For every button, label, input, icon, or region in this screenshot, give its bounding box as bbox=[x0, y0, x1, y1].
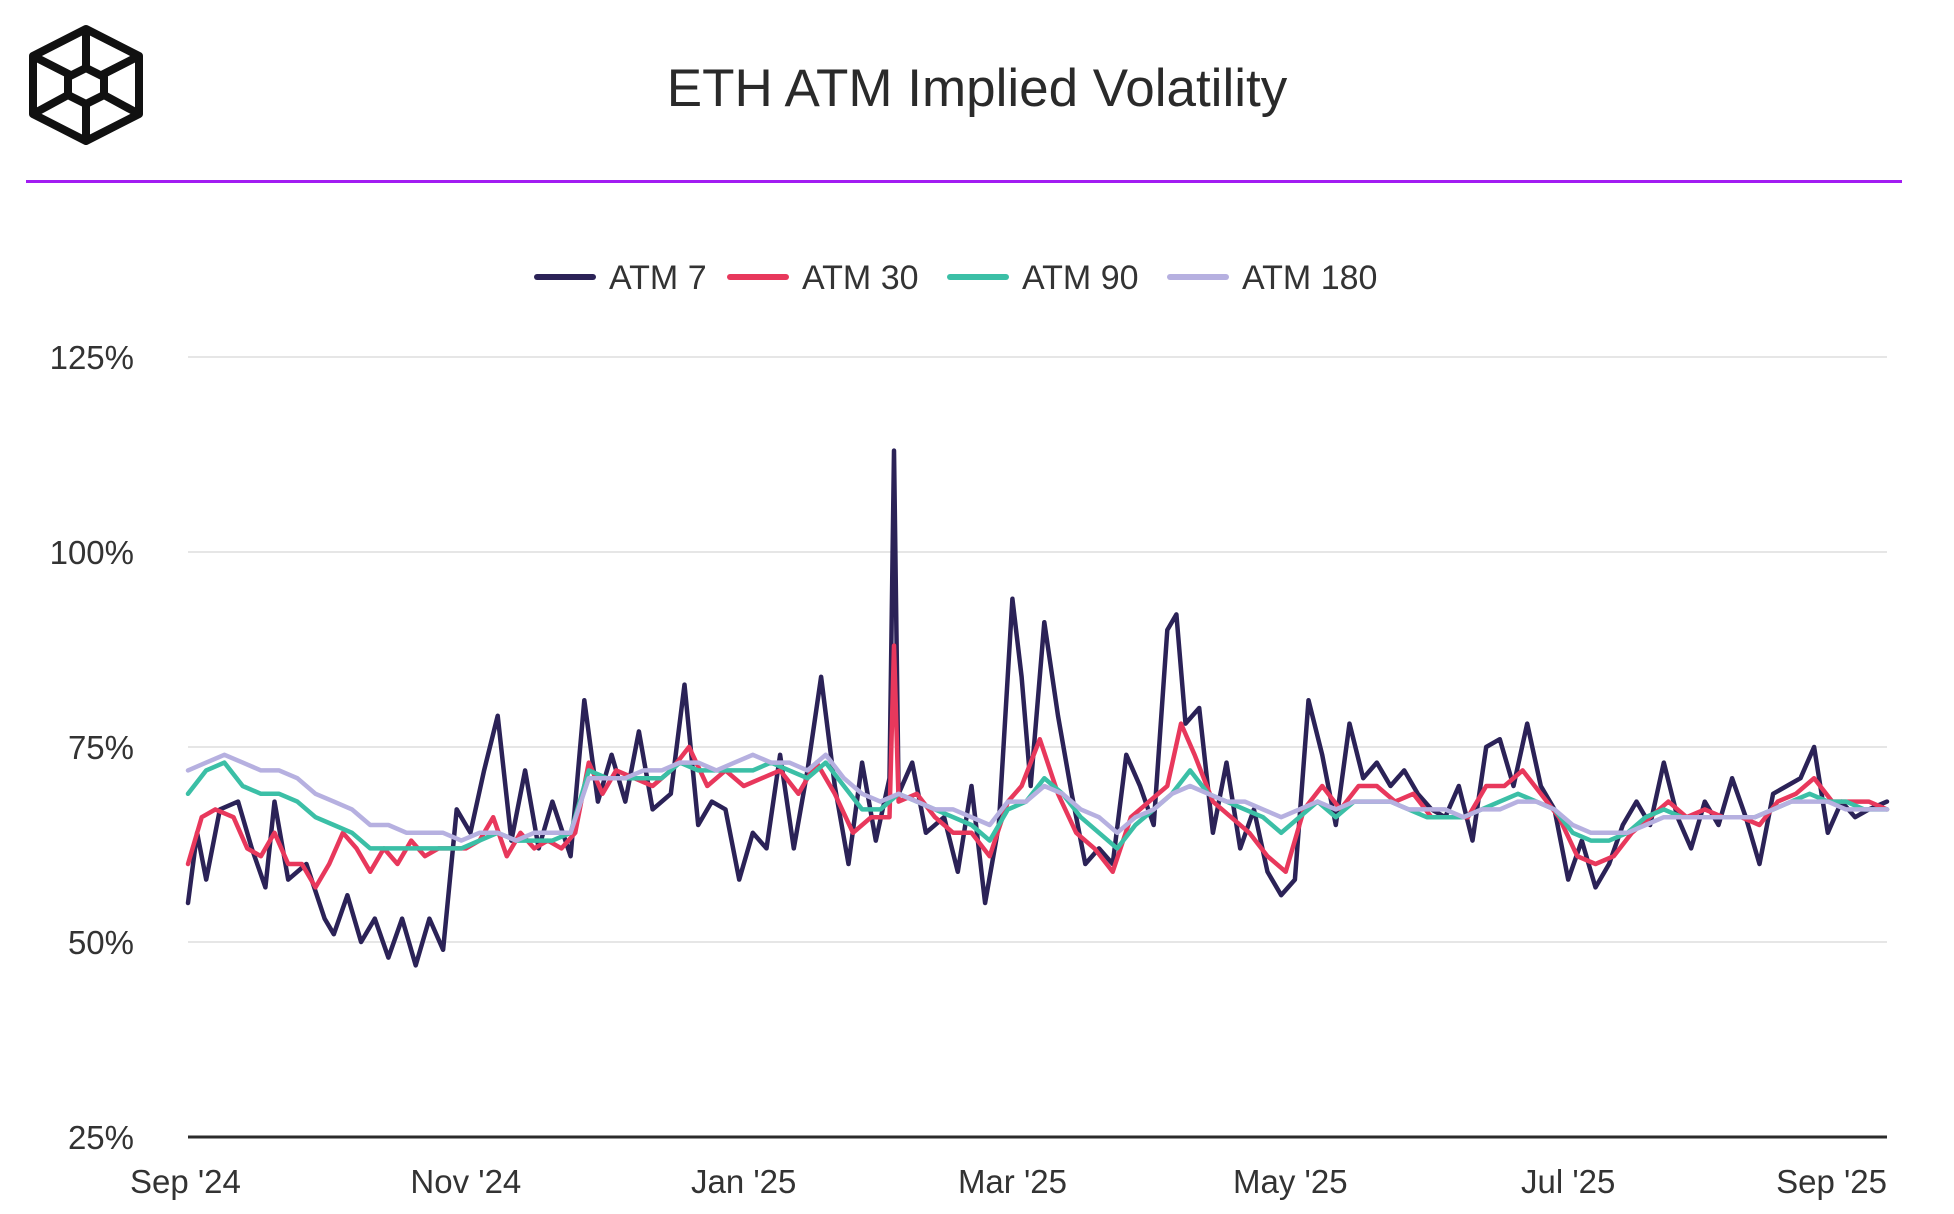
series-line-atm-90 bbox=[185, 760, 1890, 851]
y-axis-labels: 125% 100% 75% 50% 25% bbox=[50, 339, 134, 1156]
chart-title: ETH ATM Implied Volatility bbox=[666, 59, 1288, 118]
legend-label: ATM 30 bbox=[802, 259, 919, 297]
series-lines bbox=[185, 448, 1890, 968]
legend-item-atm-30[interactable]: ATM 30 bbox=[727, 259, 919, 297]
legend-label: ATM 90 bbox=[1022, 259, 1139, 297]
x-tick-label: Mar '25 bbox=[958, 1163, 1067, 1200]
x-tick-label: May '25 bbox=[1233, 1163, 1348, 1200]
legend-label: ATM 7 bbox=[609, 259, 707, 297]
chart-legend: ATM 7 ATM 30 ATM 90 ATM 180 bbox=[534, 259, 1377, 297]
series-line-atm-180 bbox=[185, 752, 1890, 843]
x-tick-label: Sep '24 bbox=[130, 1163, 241, 1200]
legend-item-atm-7[interactable]: ATM 7 bbox=[534, 259, 707, 297]
cube-logo-icon bbox=[29, 25, 143, 145]
series-line-atm-7 bbox=[185, 448, 1890, 968]
x-tick-label: Nov '24 bbox=[410, 1163, 521, 1200]
legend-item-atm-180[interactable]: ATM 180 bbox=[1167, 259, 1377, 297]
y-tick-label: 50% bbox=[68, 924, 134, 961]
x-tick-label: Jan '25 bbox=[691, 1163, 796, 1200]
y-tick-label: 125% bbox=[50, 339, 134, 376]
x-tick-label: Jul '25 bbox=[1521, 1163, 1615, 1200]
x-axis-labels: Sep '24 Nov '24 Jan '25 Mar '25 May '25 Jul '… bbox=[130, 1163, 1887, 1200]
line-chart: 125% 100% 75% 50% 25% Sep '24 Nov '24 Jan '25 M… bbox=[50, 259, 1890, 1200]
y-tick-label: 75% bbox=[68, 729, 134, 766]
y-tick-label: 25% bbox=[68, 1119, 134, 1156]
legend-item-atm-90[interactable]: ATM 90 bbox=[947, 259, 1139, 297]
legend-label: ATM 180 bbox=[1242, 259, 1377, 297]
header-divider bbox=[26, 180, 1902, 183]
y-tick-label: 100% bbox=[50, 534, 134, 571]
series-line-atm-30 bbox=[185, 643, 1890, 890]
x-tick-label: Sep '25 bbox=[1776, 1163, 1887, 1200]
